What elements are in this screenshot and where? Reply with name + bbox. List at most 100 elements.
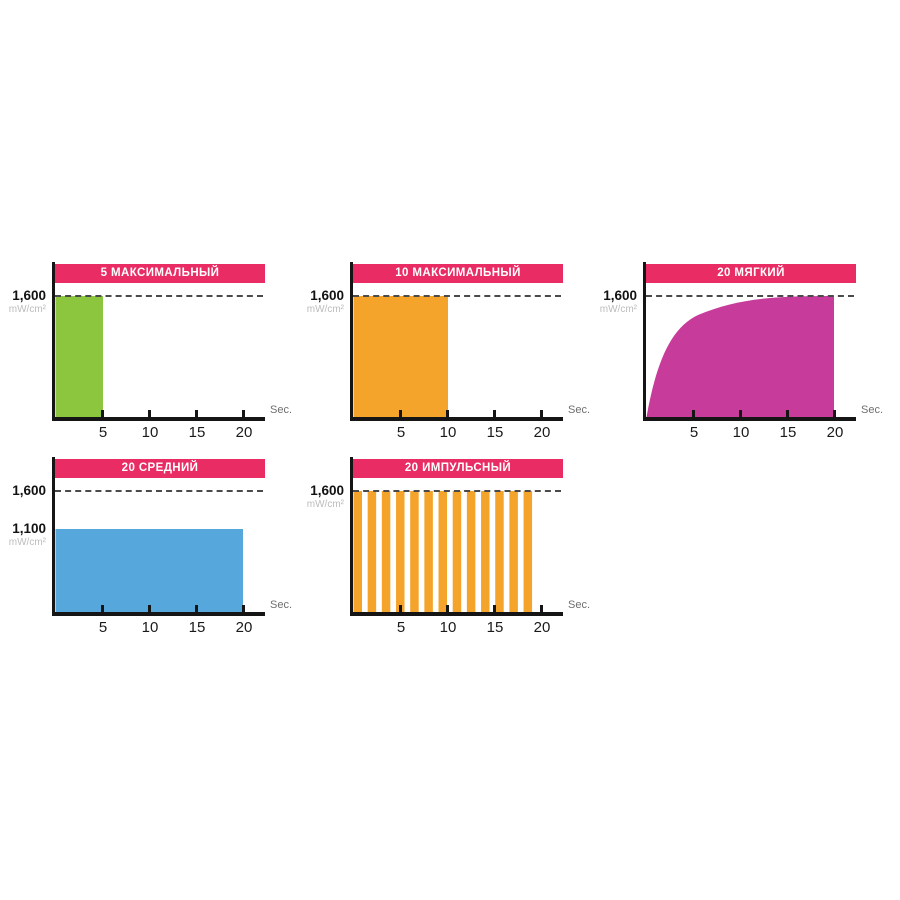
dashed-reference-line bbox=[646, 295, 854, 297]
x-tick-5 bbox=[101, 605, 104, 612]
dashed-reference-line bbox=[353, 295, 561, 297]
x-tick-20 bbox=[540, 605, 543, 612]
dashed-reference-line bbox=[55, 490, 263, 492]
x-unit-label: Sec. bbox=[568, 404, 591, 416]
x-unit-label: Sec. bbox=[270, 404, 293, 416]
x-tick-10 bbox=[148, 410, 151, 417]
dashed-reference-line bbox=[353, 490, 561, 492]
curve-fill-svg bbox=[646, 296, 834, 417]
x-unit-label: Sec. bbox=[270, 599, 293, 611]
chart-20-pulse: 20 ИМПУЛЬСНЫЙ Sec. 5 10 15 20 bbox=[350, 457, 590, 638]
y-axis-line bbox=[52, 262, 55, 420]
plot-area: Sec. bbox=[353, 295, 590, 417]
x-tick-label: 20 bbox=[235, 618, 253, 636]
chart-title-bar: 20 СРЕДНИЙ bbox=[55, 459, 265, 478]
pulse-stripe bbox=[381, 491, 391, 612]
y-unit-label: mW/cm² bbox=[306, 499, 344, 510]
x-tick-label: 15 bbox=[779, 423, 797, 441]
pulse-stripe bbox=[353, 491, 362, 612]
x-axis-line bbox=[52, 612, 265, 616]
x-tick-20 bbox=[242, 605, 245, 612]
pulse-fill-svg bbox=[353, 491, 533, 612]
bar-fill-svg bbox=[55, 529, 243, 612]
bar-0-10s bbox=[353, 296, 448, 417]
x-tick-10 bbox=[446, 410, 449, 417]
y-value-label: 1,600 bbox=[603, 288, 637, 303]
y-axis-line bbox=[52, 457, 55, 615]
chart-title: 20 СРЕДНИЙ bbox=[121, 462, 199, 474]
plot-area: Sec. bbox=[55, 490, 292, 612]
x-tick-label: 5 bbox=[396, 423, 406, 441]
x-axis-line bbox=[52, 417, 265, 421]
pulse-stripe bbox=[466, 491, 476, 612]
x-tick-labels: 5 10 15 20 bbox=[55, 616, 265, 638]
chart-title-bar: 10 МАКСИМАЛЬНЫЙ bbox=[353, 264, 563, 283]
chart-5-maximal: 5 МАКСИМАЛЬНЫЙ Sec. 5 10 15 20 bbox=[52, 262, 292, 443]
x-tick-20 bbox=[540, 410, 543, 417]
y-value-label: 1,600 bbox=[12, 288, 46, 303]
y-axis-label-block: 1,600 mW/cm² bbox=[298, 288, 344, 315]
y-unit-label: mW/cm² bbox=[306, 304, 344, 315]
bar-fill-svg bbox=[55, 296, 103, 417]
y-axis-label-block: 1,600 mW/cm² bbox=[0, 288, 46, 315]
pulse-stripe bbox=[495, 491, 504, 612]
x-axis-line bbox=[350, 417, 563, 421]
x-axis-line bbox=[643, 417, 856, 421]
pulse-stripe bbox=[424, 491, 433, 612]
pulse-stripe bbox=[481, 491, 490, 612]
x-tick-10 bbox=[148, 605, 151, 612]
pulse-stripe bbox=[438, 491, 448, 612]
chart-title: 20 МЯГКИЙ bbox=[717, 267, 785, 279]
y-value-label: 1,600 bbox=[310, 288, 344, 303]
y-axis-line bbox=[643, 262, 646, 420]
bar-0-5s bbox=[55, 296, 103, 417]
soft-start-curve bbox=[646, 296, 834, 417]
x-tick-label: 20 bbox=[533, 618, 551, 636]
x-tick-label: 5 bbox=[396, 618, 406, 636]
y-unit-label: mW/cm² bbox=[8, 304, 46, 315]
x-tick-15 bbox=[786, 410, 789, 417]
x-tick-5 bbox=[399, 605, 402, 612]
x-tick-label: 10 bbox=[141, 423, 159, 441]
x-tick-label: 20 bbox=[235, 423, 253, 441]
x-unit-label: Sec. bbox=[568, 599, 591, 611]
pulse-stripe bbox=[452, 491, 462, 612]
plot-area: Sec. bbox=[55, 295, 292, 417]
y-axis-label-block: 1,600 mW/cm² bbox=[298, 483, 344, 510]
pulse-stripe bbox=[410, 491, 419, 612]
plot-area: Sec. bbox=[353, 490, 590, 612]
dashed-reference-line bbox=[55, 295, 263, 297]
x-tick-5 bbox=[101, 410, 104, 417]
x-tick-labels: 5 10 15 20 bbox=[646, 421, 856, 443]
x-tick-label: 10 bbox=[141, 618, 159, 636]
x-tick-labels: 5 10 15 20 bbox=[353, 616, 563, 638]
x-tick-label: 15 bbox=[188, 423, 206, 441]
x-tick-label: 15 bbox=[188, 618, 206, 636]
x-tick-labels: 5 10 15 20 bbox=[353, 421, 563, 443]
x-tick-label: 10 bbox=[732, 423, 750, 441]
y-axis-label-block: 1,600 mW/cm² bbox=[591, 288, 637, 315]
y-axis-line bbox=[350, 457, 353, 615]
x-tick-label: 20 bbox=[533, 423, 551, 441]
y-unit-label: mW/cm² bbox=[599, 304, 637, 315]
x-tick-label: 5 bbox=[689, 423, 699, 441]
chart-title-bar: 20 МЯГКИЙ bbox=[646, 264, 856, 283]
y-value-label: 1,600 bbox=[12, 483, 46, 498]
x-tick-5 bbox=[399, 410, 402, 417]
y-value-label: 1,100 bbox=[12, 521, 46, 536]
y-axis-line bbox=[350, 262, 353, 420]
x-tick-15 bbox=[195, 410, 198, 417]
y-axis-label-block: 1,600 bbox=[0, 483, 46, 498]
x-tick-label: 20 bbox=[826, 423, 844, 441]
chart-10-maximal: 10 МАКСИМАЛЬНЫЙ Sec. 5 10 15 20 bbox=[350, 262, 590, 443]
x-axis-line bbox=[350, 612, 563, 616]
x-tick-15 bbox=[493, 605, 496, 612]
x-tick-label: 5 bbox=[98, 618, 108, 636]
pulse-stripe bbox=[509, 491, 518, 612]
x-tick-label: 5 bbox=[98, 423, 108, 441]
x-tick-20 bbox=[242, 410, 245, 417]
x-tick-15 bbox=[493, 410, 496, 417]
chart-title-bar: 5 МАКСИМАЛЬНЫЙ bbox=[55, 264, 265, 283]
bar-0-20s-1100 bbox=[55, 529, 243, 612]
y-axis-label-block: 1,100 mW/cm² bbox=[0, 521, 46, 548]
